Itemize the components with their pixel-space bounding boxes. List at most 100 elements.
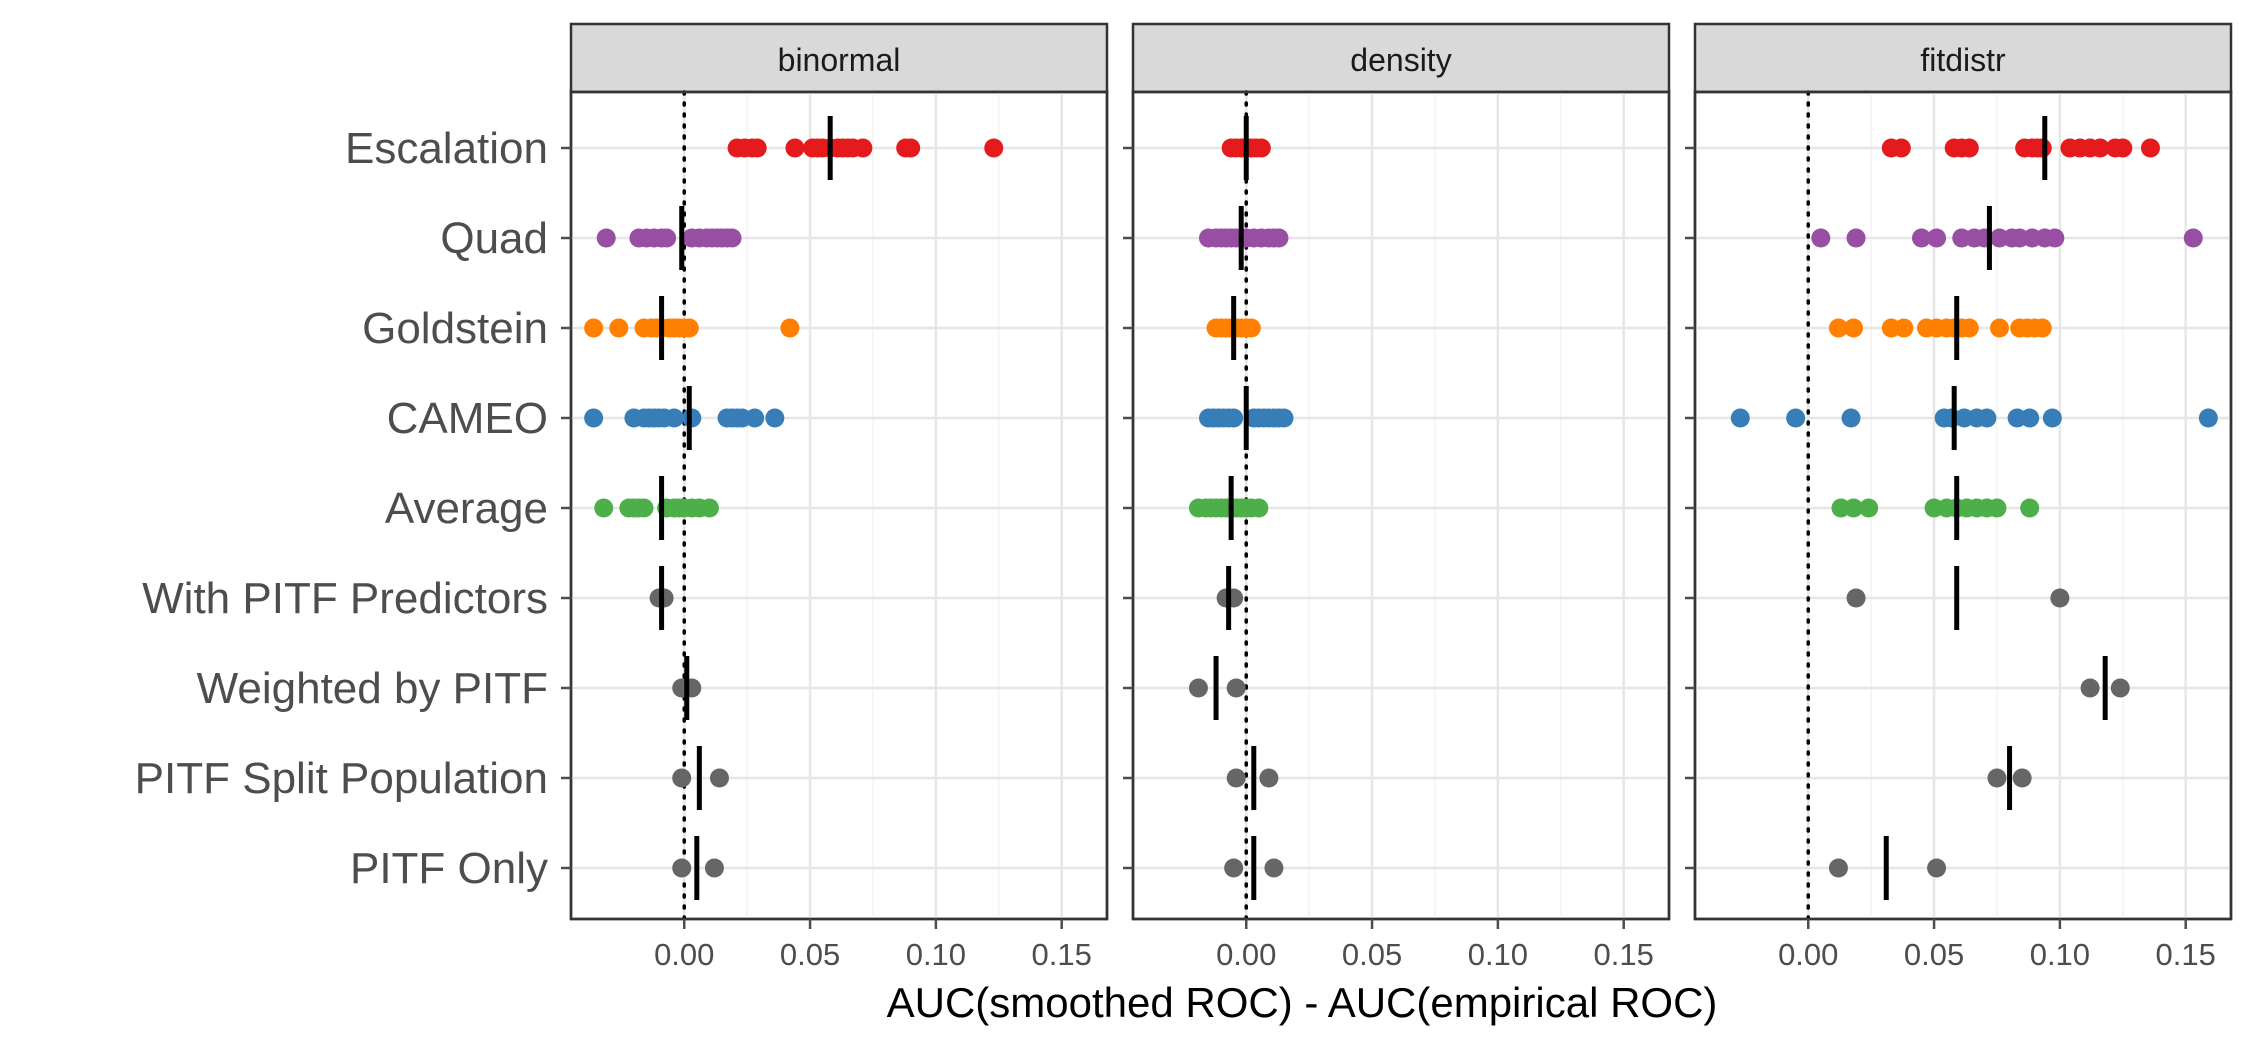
point-average <box>1987 498 2007 518</box>
point-cameo <box>1786 408 1806 428</box>
point-weighted-by-pitf <box>1188 678 1208 698</box>
point-goldstein <box>609 318 629 338</box>
x-tick-label: 0.10 <box>2030 937 2090 972</box>
y-tick-label-average: Average <box>385 484 548 533</box>
point-cameo <box>1274 408 1294 428</box>
x-tick-label: 0.00 <box>1778 937 1838 972</box>
point-pitf-split-population <box>709 768 729 788</box>
point-cameo <box>682 408 702 428</box>
point-quad <box>722 228 742 248</box>
x-tick-label: 0.15 <box>1594 937 1654 972</box>
point-average <box>594 498 614 518</box>
panel-density: density 0.00 0.05 0.10 0.15 <box>1123 22 1671 972</box>
point-with-pitf-predictors <box>1846 588 1866 608</box>
point-pitf-only <box>672 858 692 878</box>
x-tick-label: 0.05 <box>1904 937 1964 972</box>
x-tick-label: 0.10 <box>906 937 966 972</box>
point-goldstein <box>1828 318 1848 338</box>
panel-title-fitdistr: fitdistr <box>1920 42 2006 78</box>
y-tick-label-goldstein: Goldstein <box>362 304 548 353</box>
point-quad <box>2183 228 2203 248</box>
facet-panels: binormal 0.00 0.05 0.10 0.15 density 0.00 0.05 0… <box>561 22 2233 972</box>
point-weighted-by-pitf <box>2110 678 2130 698</box>
y-tick-label-cameo: CAMEO <box>387 394 548 443</box>
point-cameo <box>2020 408 2040 428</box>
point-cameo <box>664 408 684 428</box>
x-tick-label: 0.15 <box>2156 937 2216 972</box>
point-escalation <box>785 138 805 158</box>
y-tick-label-pitf-split-population: PITF Split Population <box>135 754 548 803</box>
x-axis-title: AUC(smoothed ROC) - AUC(empirical ROC) <box>887 979 1718 1026</box>
point-cameo <box>584 408 604 428</box>
point-average <box>634 498 654 518</box>
point-escalation <box>2113 138 2133 158</box>
point-cameo <box>1977 408 1997 428</box>
point-goldstein <box>679 318 699 338</box>
point-goldstein <box>1959 318 1979 338</box>
x-tick-label: 0.00 <box>654 937 714 972</box>
point-goldstein <box>1894 318 1914 338</box>
y-tick-label-escalation: Escalation <box>345 124 548 173</box>
point-with-pitf-predictors <box>2050 588 2070 608</box>
point-average <box>699 498 719 518</box>
panel-border <box>1693 90 2233 921</box>
panel-strip <box>569 22 1109 94</box>
point-escalation <box>2032 138 2052 158</box>
point-escalation <box>1959 138 1979 158</box>
point-escalation <box>853 138 873 158</box>
point-escalation <box>1891 138 1911 158</box>
point-goldstein <box>584 318 604 338</box>
point-with-pitf-predictors <box>654 588 674 608</box>
point-goldstein <box>1241 318 1261 338</box>
point-goldstein <box>1844 318 1864 338</box>
x-tick-label: 0.10 <box>1468 937 1528 972</box>
point-average <box>1844 498 1864 518</box>
point-quad <box>657 228 677 248</box>
point-quad <box>1811 228 1831 248</box>
point-quad <box>596 228 616 248</box>
point-quad <box>1846 228 1866 248</box>
point-cameo <box>1224 408 1244 428</box>
point-cameo <box>2198 408 2218 428</box>
panel-title-density: density <box>1350 42 1451 78</box>
point-escalation <box>1251 138 1271 158</box>
point-quad <box>2045 228 2065 248</box>
point-weighted-by-pitf <box>2080 678 2100 698</box>
panel-strip <box>1693 22 2233 94</box>
panel-title-binormal: binormal <box>778 42 901 78</box>
panel-binormal: binormal 0.00 0.05 0.10 0.15 <box>561 22 1109 972</box>
y-tick-label-pitf-only: PITF Only <box>350 844 548 893</box>
point-goldstein <box>2032 318 2052 338</box>
panel-border <box>569 90 1109 921</box>
point-cameo <box>1841 408 1861 428</box>
point-goldstein <box>1989 318 2009 338</box>
point-escalation <box>2140 138 2160 158</box>
point-average <box>1859 498 1879 518</box>
point-pitf-only <box>1927 858 1947 878</box>
point-pitf-only <box>1828 858 1848 878</box>
point-pitf-only <box>1264 858 1284 878</box>
x-tick-label: 0.15 <box>1032 937 1092 972</box>
x-tick-label: 0.05 <box>780 937 840 972</box>
point-average <box>1249 498 1269 518</box>
y-tick-label-weighted-by-pitf: Weighted by PITF <box>197 664 548 713</box>
panel-border <box>1131 90 1671 921</box>
y-tick-label-with-pitf-predictors: With PITF Predictors <box>142 574 548 623</box>
point-escalation <box>2090 138 2110 158</box>
point-pitf-only <box>1224 858 1244 878</box>
point-quad <box>1911 228 1931 248</box>
point-average <box>2020 498 2040 518</box>
y-axis-labels: Escalation Quad Goldstein CAMEO Average With … <box>135 124 548 893</box>
point-weighted-by-pitf <box>1226 678 1246 698</box>
point-pitf-only <box>704 858 724 878</box>
point-pitf-split-population <box>1226 768 1246 788</box>
point-quad <box>1927 228 1947 248</box>
point-escalation <box>901 138 921 158</box>
point-cameo <box>2042 408 2062 428</box>
panel-fitdistr: fitdistr 0.00 0.05 0.10 0.15 <box>1685 22 2233 972</box>
point-goldstein <box>780 318 800 338</box>
y-tick-label-quad: Quad <box>440 214 548 263</box>
point-escalation <box>747 138 767 158</box>
point-cameo <box>1730 408 1750 428</box>
